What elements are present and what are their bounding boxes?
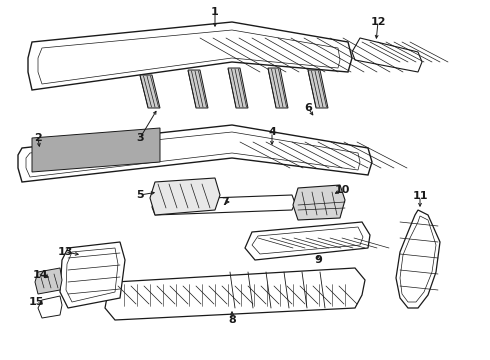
Text: 12: 12	[370, 17, 386, 27]
Polygon shape	[252, 227, 363, 254]
Polygon shape	[245, 222, 370, 260]
Polygon shape	[18, 125, 372, 182]
Text: 9: 9	[314, 255, 322, 265]
Polygon shape	[152, 195, 295, 215]
Polygon shape	[66, 248, 118, 302]
Polygon shape	[268, 68, 288, 108]
Polygon shape	[293, 185, 345, 220]
Polygon shape	[140, 75, 160, 108]
Text: 6: 6	[304, 103, 312, 113]
Text: 10: 10	[334, 185, 350, 195]
Polygon shape	[188, 70, 208, 108]
Polygon shape	[150, 178, 220, 215]
Text: 7: 7	[221, 197, 229, 207]
Text: 8: 8	[228, 315, 236, 325]
Text: 3: 3	[136, 133, 144, 143]
Polygon shape	[60, 242, 125, 308]
Text: 14: 14	[32, 270, 48, 280]
Text: 2: 2	[34, 133, 42, 143]
Polygon shape	[26, 132, 360, 177]
Polygon shape	[396, 210, 440, 308]
Text: 1: 1	[211, 7, 219, 17]
Polygon shape	[228, 68, 248, 108]
Text: 5: 5	[136, 190, 144, 200]
Polygon shape	[32, 128, 160, 172]
Polygon shape	[28, 22, 352, 90]
Polygon shape	[352, 38, 422, 72]
Text: 13: 13	[57, 247, 73, 257]
Polygon shape	[105, 268, 365, 320]
Polygon shape	[38, 296, 62, 318]
Polygon shape	[400, 216, 436, 302]
Polygon shape	[38, 30, 340, 84]
Text: 4: 4	[268, 127, 276, 137]
Polygon shape	[35, 268, 62, 294]
Text: 11: 11	[412, 191, 428, 201]
Text: 15: 15	[28, 297, 44, 307]
Polygon shape	[308, 70, 328, 108]
